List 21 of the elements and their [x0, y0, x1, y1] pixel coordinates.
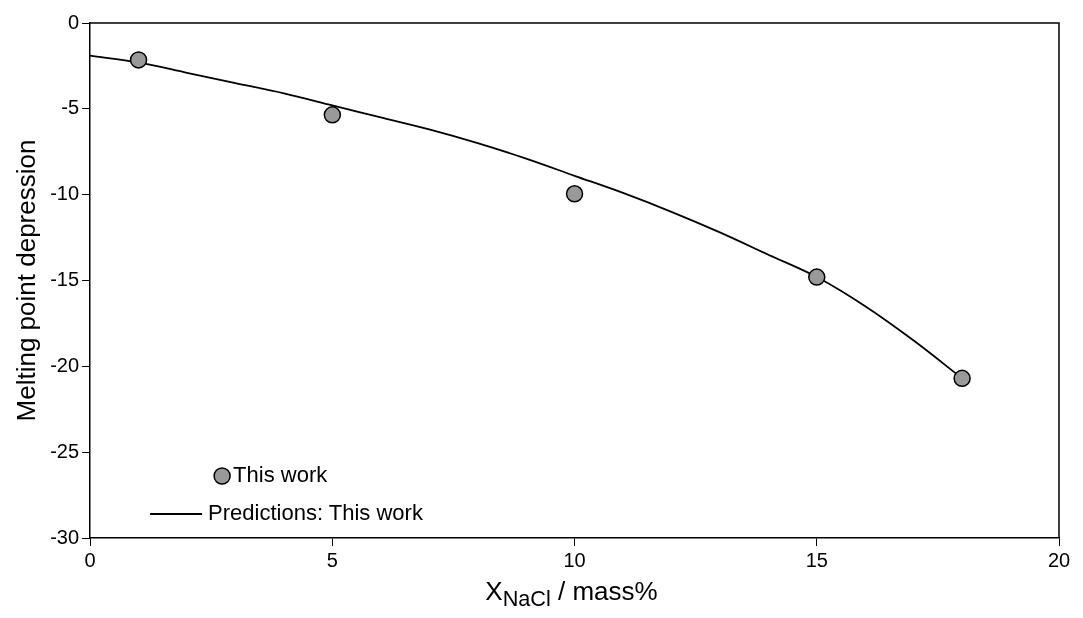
y-tick-label: -10 [50, 182, 80, 205]
x-tick-label: 15 [805, 548, 828, 571]
point [323, 106, 342, 124]
y-tick-label: -20 [50, 353, 80, 376]
y-tick-label: -5 [61, 96, 80, 119]
point [129, 51, 148, 69]
x-tick-label: 5 [326, 548, 338, 571]
x-tick-label: 0 [84, 548, 96, 571]
y-tick-label: -15 [50, 268, 80, 291]
point [808, 268, 826, 286]
y-tick-label: -30 [50, 525, 80, 548]
x-tick-label: 20 [1047, 548, 1071, 571]
y-axis-title: Melting point depression [10, 139, 41, 422]
point [565, 185, 584, 203]
x-tick-label: 10 [563, 548, 586, 571]
y-tick-label: -25 [50, 439, 80, 462]
x-axis-title: X$_{NaCl}$ / mass% [484, 576, 659, 614]
legend-label: Predictions: This work [208, 500, 424, 526]
legend-label: This work [233, 462, 329, 488]
point [953, 369, 971, 388]
y-tick-label: 0 [67, 10, 80, 33]
